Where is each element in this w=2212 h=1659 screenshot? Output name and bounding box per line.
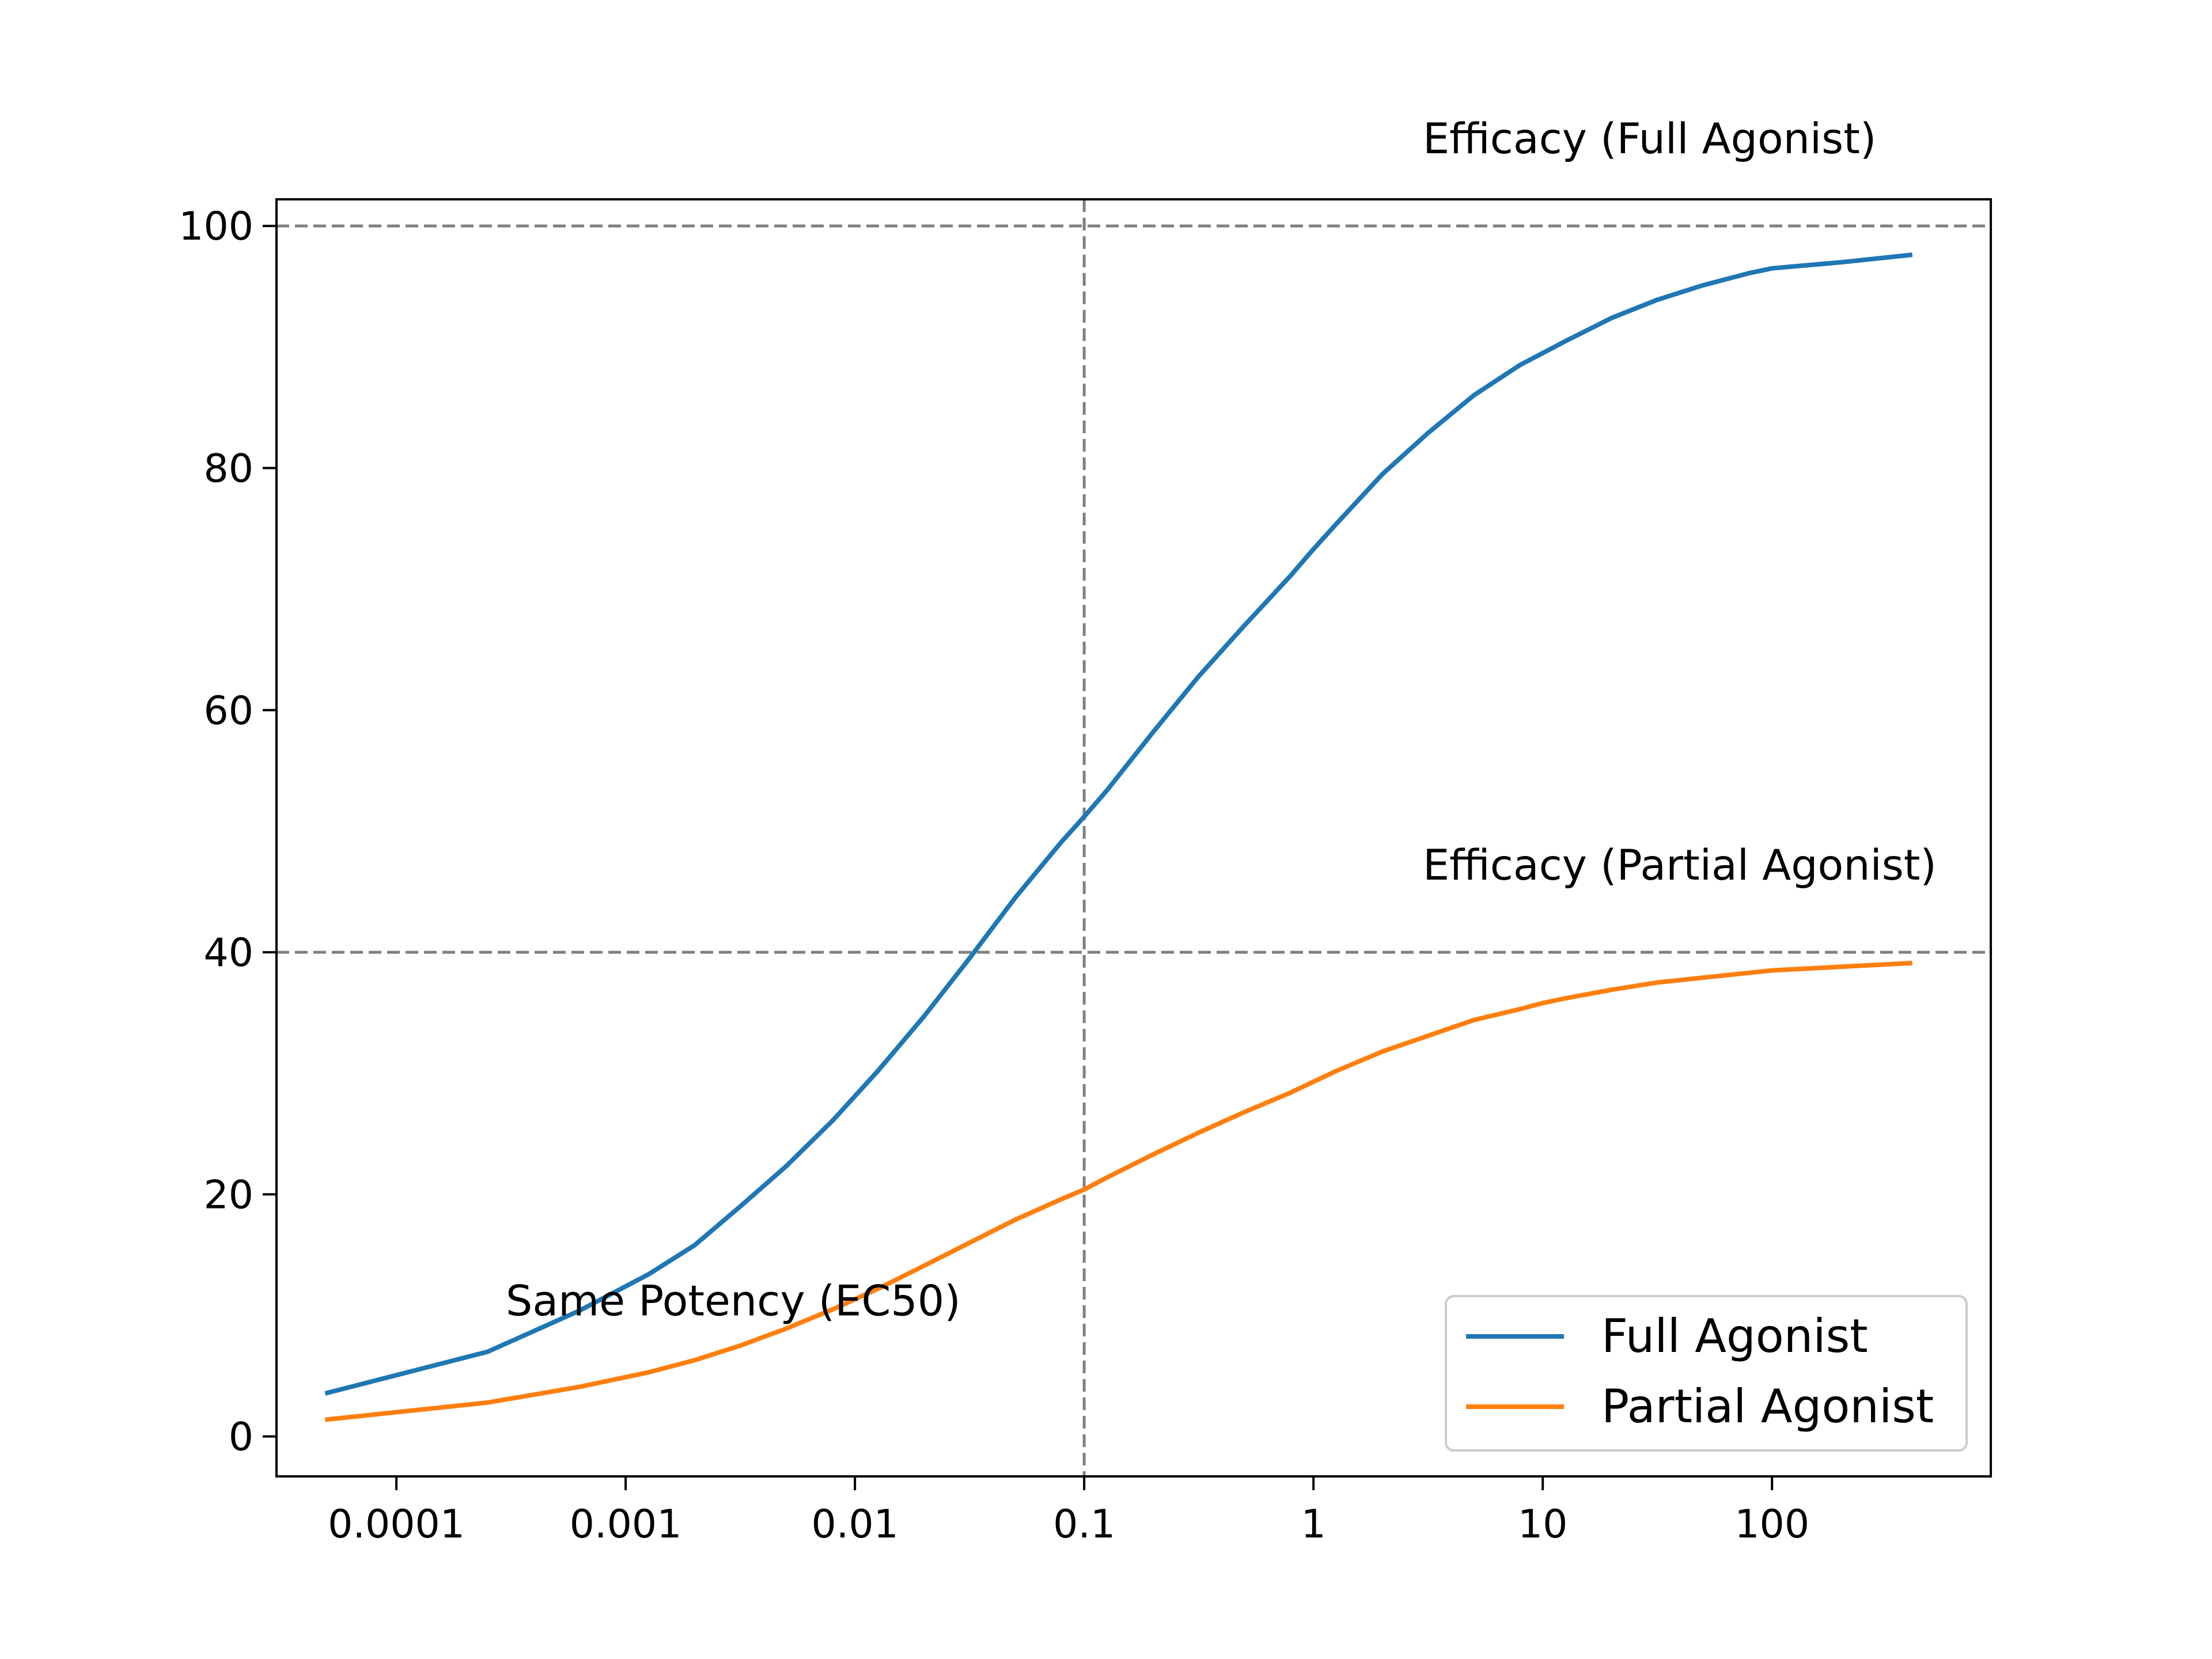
- x-axis: 0.0001 0.001 0.01 0.1 1 10 100: [328, 1476, 1809, 1547]
- legend-box: [1445, 1295, 1968, 1452]
- annotation-efficacy-full-agonist: Efficacy (Full Agonist): [1423, 115, 1876, 164]
- x-tick-label: 100: [1734, 1502, 1809, 1547]
- y-tick-label: 100: [179, 204, 253, 249]
- x-tick-label: 0.0001: [328, 1502, 465, 1547]
- x-tick-label: 10: [1518, 1502, 1568, 1547]
- series-line-full-agonist: [324, 252, 1913, 1396]
- x-tick-label: 0.001: [570, 1502, 682, 1547]
- reference-lines: [276, 199, 1991, 1476]
- legend-label-partial-agonist: Partial Agonist: [1601, 1380, 1934, 1433]
- annotation-efficacy-partial-agonist: Efficacy (Partial Agonist): [1423, 841, 1937, 890]
- y-tick-label: 80: [203, 446, 253, 492]
- plot-frame: [275, 198, 1992, 1478]
- y-axis: 0 20 40 60 80 100: [179, 204, 276, 1460]
- y-tick-label: 60: [203, 688, 253, 734]
- y-tick-label: 40: [203, 930, 253, 976]
- annotations: Efficacy (Full Agonist) Efficacy (Partial…: [506, 115, 1937, 1325]
- series-line-partial-agonist: [324, 960, 1913, 1422]
- legend-label-full-agonist: Full Agonist: [1601, 1309, 1868, 1363]
- x-tick-label: 1: [1301, 1502, 1326, 1547]
- legend: Full Agonist Partial Agonist: [1445, 1295, 1968, 1452]
- x-tick-label: 0.01: [811, 1502, 898, 1547]
- y-tick-label: 20: [203, 1172, 253, 1218]
- series-lines: [324, 252, 1913, 1422]
- x-tick-label: 0.1: [1053, 1502, 1115, 1547]
- annotation-same-potency-ec50: Same Potency (EC50): [506, 1277, 961, 1326]
- y-tick-label: 0: [229, 1415, 253, 1460]
